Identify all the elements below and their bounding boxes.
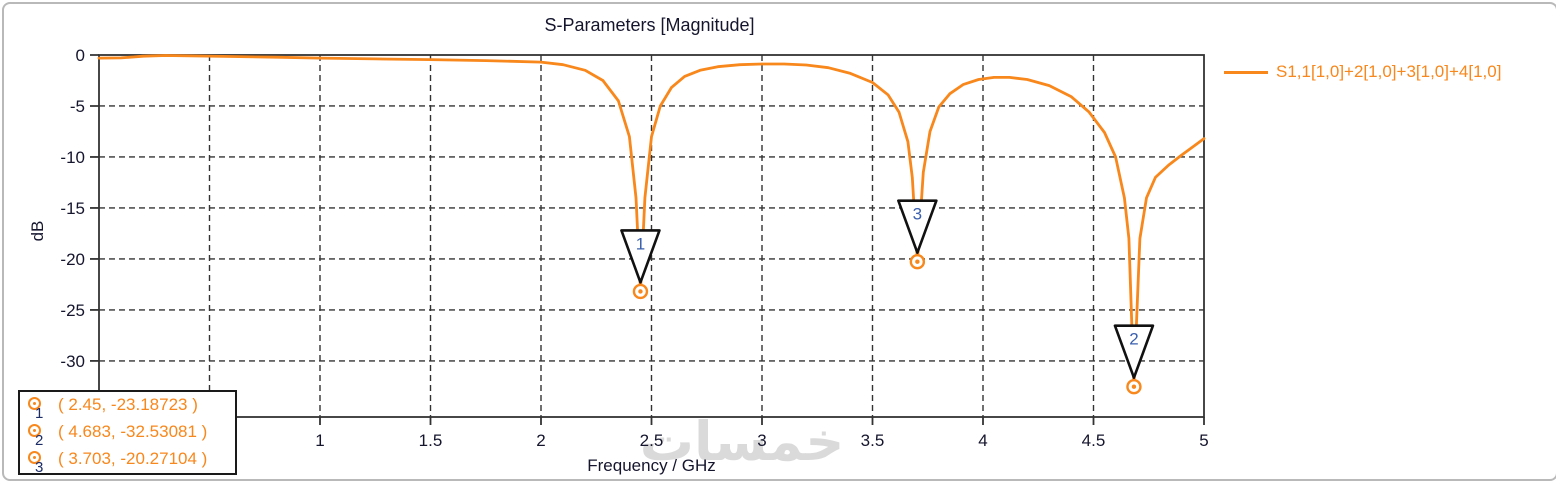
y-tick-label: -25 xyxy=(60,301,85,320)
marker-point-dot-icon xyxy=(33,456,36,459)
x-tick-label: 2.5 xyxy=(640,431,664,450)
marker-number: 1 xyxy=(636,234,645,253)
marker-number: 3 xyxy=(913,205,922,224)
marker-point-dot-icon xyxy=(33,402,36,405)
x-axis-label: Frequency / GHz xyxy=(587,456,716,475)
s-parameter-curve[interactable] xyxy=(97,54,1206,389)
marker-list-item: 3 ( 3.703, -20.27104 ) xyxy=(20,448,235,476)
marker-list-item: 1 ( 2.45, -23.18723 ) xyxy=(20,394,235,422)
marker-coordinates: ( 4.683, -32.53081 ) xyxy=(58,422,208,441)
x-tick-label: 5 xyxy=(1199,431,1208,450)
marker-point-dot xyxy=(915,259,920,264)
x-tick-label: 2 xyxy=(536,431,545,450)
marker-coordinates: ( 2.45, -23.18723 ) xyxy=(58,395,198,414)
y-tick-label: -5 xyxy=(70,97,85,116)
marker-coordinates: ( 3.703, -20.27104 ) xyxy=(58,449,208,468)
marker-point-icon xyxy=(28,424,41,437)
x-tick-label: 3.5 xyxy=(861,431,885,450)
marker-list-number: 2 xyxy=(35,432,44,449)
marker-triangle[interactable] xyxy=(620,229,661,284)
y-tick-label: -20 xyxy=(60,250,85,269)
y-tick-label: 0 xyxy=(76,46,85,65)
x-tick-label: 4.5 xyxy=(1082,431,1106,450)
marker-list-box: 1 ( 2.45, -23.18723 ) 2 ( 4.683, -32.53081 … xyxy=(18,390,237,476)
marker-list-number: 1 xyxy=(35,405,44,422)
y-tick-label: -10 xyxy=(60,148,85,167)
marker-list-item: 2 ( 4.683, -32.53081 ) xyxy=(20,421,235,449)
y-tick-label: -15 xyxy=(60,199,85,218)
marker-triangle[interactable] xyxy=(897,199,938,255)
y-axis-label: dB xyxy=(28,220,47,242)
x-tick-label: 1 xyxy=(315,431,324,450)
marker-point-dot-icon xyxy=(33,429,36,432)
legend[interactable]: S1,1[1,0]+2[1,0]+3[1,0]+4[1,0] xyxy=(1224,62,1501,82)
x-tick-label: 3 xyxy=(757,431,766,450)
watermark-text: خمسات xyxy=(639,410,845,473)
plot-area[interactable]: 1 1.5 2 2.5 3 3.5 4 4.5 5 0 -5 -10 -15 -20 -25 -30 1 2 3 xyxy=(4,4,1556,479)
plot-title: S-Parameters [Magnitude] xyxy=(544,15,755,35)
marker-number: 2 xyxy=(1129,330,1138,349)
marker-point-dot xyxy=(638,289,643,294)
legend-label: S1,1[1,0]+2[1,0]+3[1,0]+4[1,0] xyxy=(1276,62,1502,81)
legend-line-swatch xyxy=(1224,70,1268,74)
marker-point-icon xyxy=(28,451,41,464)
y-tick-label: -30 xyxy=(60,352,85,371)
marker-point-dot xyxy=(1131,384,1137,389)
marker-triangle[interactable] xyxy=(1113,324,1155,380)
marker-point-icon xyxy=(28,397,41,410)
marker-list-number: 3 xyxy=(35,459,44,476)
x-tick-label: 1.5 xyxy=(419,431,443,450)
x-tick-label: 4 xyxy=(978,431,987,450)
